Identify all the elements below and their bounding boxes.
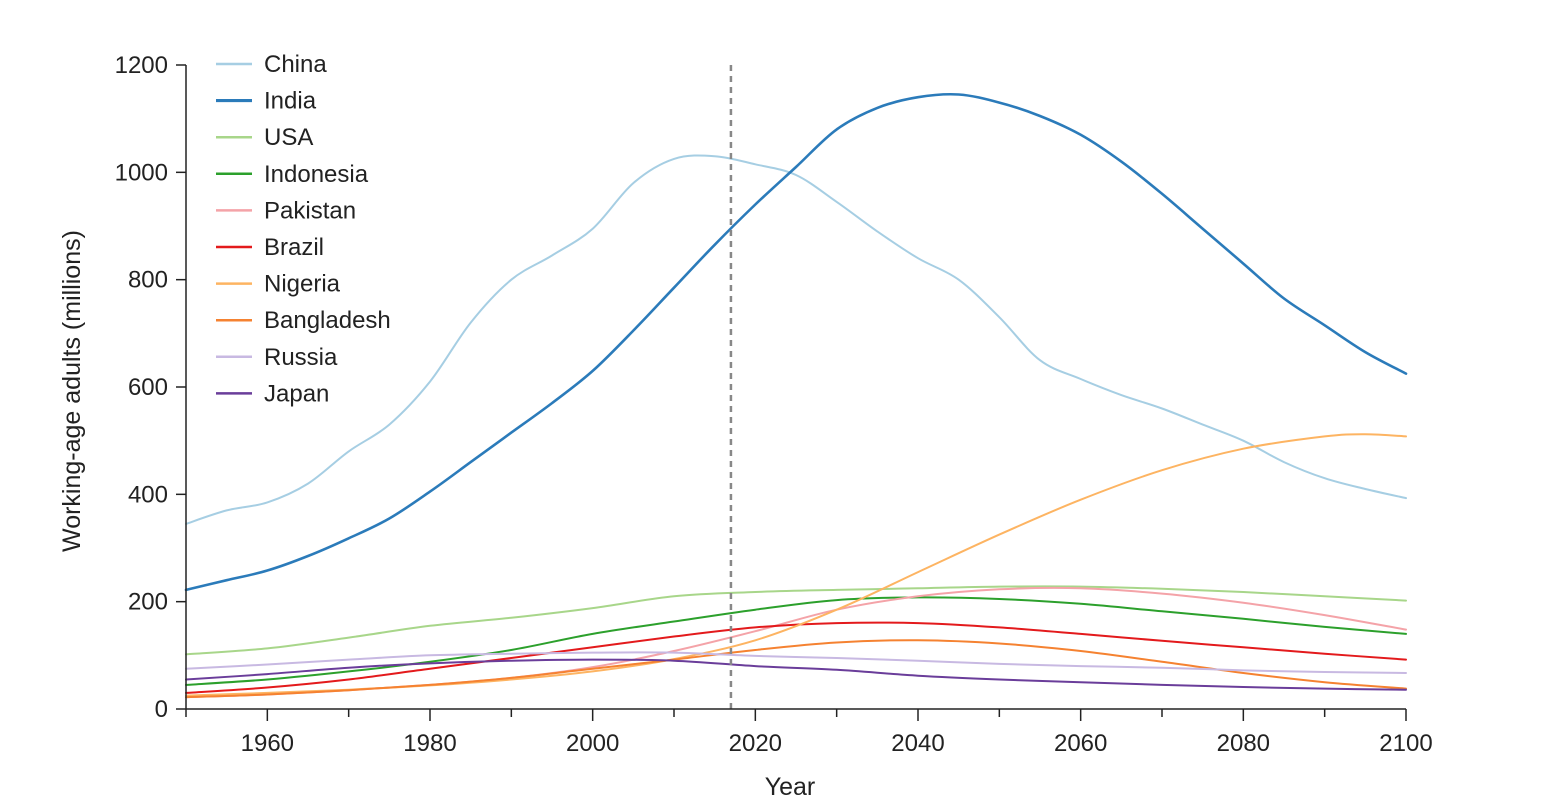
series-line-indonesia bbox=[185, 596, 1407, 686]
legend-label-indonesia: Indonesia bbox=[264, 161, 369, 188]
x-tick-label: 2100 bbox=[1379, 730, 1432, 757]
x-tick-label: 1980 bbox=[403, 730, 456, 757]
x-tick-label: 2080 bbox=[1217, 730, 1270, 757]
legend-label-india: India bbox=[264, 88, 317, 115]
y-tick-label: 1200 bbox=[115, 52, 168, 79]
legend-label-bangladesh: Bangladesh bbox=[264, 307, 391, 334]
plot-area bbox=[184, 65, 1408, 709]
y-tick-label: 200 bbox=[128, 589, 168, 616]
series-line-russia bbox=[185, 651, 1407, 674]
series-line-bangladesh bbox=[185, 639, 1407, 699]
y-axis-title: Working-age adults (millions) bbox=[58, 230, 86, 552]
legend-label-china: China bbox=[264, 51, 327, 78]
legend-label-russia: Russia bbox=[264, 344, 338, 371]
y-tick-label: 600 bbox=[128, 374, 168, 401]
x-tick-label: 2000 bbox=[566, 730, 619, 757]
series-line-china bbox=[185, 154, 1407, 525]
legend: China India USA Indonesia Pakistan Brazil Nige… bbox=[216, 51, 391, 407]
legend-label-brazil: Brazil bbox=[264, 234, 324, 261]
y-tick-label: 400 bbox=[128, 481, 168, 508]
x-tick-label: 2060 bbox=[1054, 730, 1107, 757]
series-line-japan bbox=[185, 658, 1407, 691]
legend-label-usa: USA bbox=[264, 124, 313, 151]
series-line-brazil bbox=[185, 621, 1407, 694]
x-tick-label: 1960 bbox=[241, 730, 294, 757]
legend-label-japan: Japan bbox=[264, 380, 329, 407]
series-line-india bbox=[184, 92, 1408, 592]
legend-label-nigeria: Nigeria bbox=[264, 271, 341, 298]
axes: 0 200 400 600 800 1000 1200 1960 1980 2000 2020 204… bbox=[115, 52, 1433, 757]
x-tick-label: 2020 bbox=[729, 730, 782, 757]
y-tick-label: 0 bbox=[155, 696, 168, 723]
legend-label-pakistan: Pakistan bbox=[264, 197, 356, 224]
x-axis-title: Year bbox=[765, 773, 816, 800]
y-tick-label: 1000 bbox=[115, 159, 168, 186]
x-tick-label: 2040 bbox=[891, 730, 944, 757]
y-tick-label: 800 bbox=[128, 267, 168, 294]
series-line-usa bbox=[185, 585, 1407, 656]
